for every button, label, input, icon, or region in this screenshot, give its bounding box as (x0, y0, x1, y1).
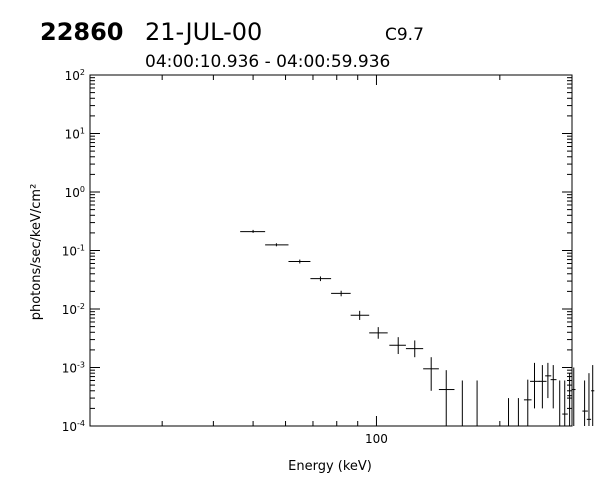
x-axis-ticks (89, 75, 573, 426)
x-axis-tick-labels: 100 (365, 432, 388, 446)
data-point (567, 373, 572, 426)
y-tick-label: 10-1 (62, 244, 85, 259)
data-point (530, 362, 540, 409)
data-point (586, 373, 592, 426)
y-tick-label: 101 (65, 127, 85, 142)
event-id: 22860 (40, 18, 124, 46)
data-point (591, 365, 595, 426)
data-point (582, 380, 588, 426)
y-tick-label: 102 (65, 68, 85, 83)
data-points (240, 229, 595, 427)
data-point (288, 259, 311, 264)
data-point (389, 337, 406, 355)
y-tick-label: 100 (65, 185, 85, 200)
data-point (545, 362, 552, 399)
data-point (369, 327, 388, 339)
y-tick-label: 10-2 (62, 302, 85, 317)
plot-border (89, 74, 573, 427)
data-point (350, 310, 370, 320)
data-point (571, 367, 576, 426)
y-tick-label: 10-4 (62, 419, 85, 434)
event-date: 21-JUL-00 (145, 18, 262, 46)
x-axis-label: Energy (keV) (288, 459, 372, 474)
data-point (550, 365, 557, 409)
data-point (265, 243, 289, 247)
x-tick-label: 100 (365, 432, 388, 446)
data-point (538, 365, 547, 409)
goes-class: C9.7 (385, 25, 424, 45)
time-range: 04:00:10.936 - 04:00:59.936 (145, 52, 390, 72)
data-point (310, 276, 332, 282)
data-point (557, 380, 563, 427)
data-point (331, 290, 351, 297)
y-axis-tick-labels: 10-4 10-3 10-2 10-1 100 101 102 (62, 68, 85, 434)
data-point (562, 380, 568, 426)
y-axis-ticks (90, 74, 572, 427)
y-tick-label: 10-3 (62, 361, 85, 376)
plot-frame (89, 74, 573, 427)
data-point (523, 379, 532, 426)
data-point (438, 370, 455, 426)
data-point (405, 340, 424, 358)
y-axis-label: photons/sec/keV/cm² (29, 184, 44, 321)
data-point (240, 229, 266, 233)
data-point (423, 357, 439, 391)
